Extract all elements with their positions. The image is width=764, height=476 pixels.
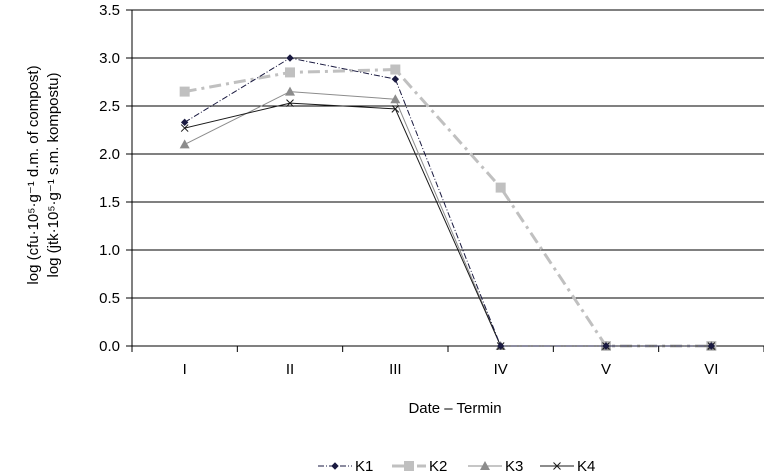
y-tick-label: 0.0 [99,338,120,355]
series-line [184,68,712,348]
series-K3 [179,86,717,350]
data-point [707,342,716,350]
legend-label: K4 [577,458,595,475]
y-tick-label: 2.0 [99,146,120,163]
data-point [180,118,189,127]
data-point [404,461,414,471]
data-point-stroke [180,124,189,132]
axes [126,9,764,352]
x-axis-title: Date – Termin [408,400,501,417]
data-point [285,86,295,96]
data-point [390,64,401,75]
series-K1 [180,54,716,350]
y-tick-label: 0.5 [99,290,120,307]
data-point [553,462,561,470]
legend-item-K1: K1 [318,458,373,475]
series-K2 [179,64,717,351]
x-tick-label: II [286,361,294,378]
series-group [179,54,717,351]
y-axis-title-line2: log (jtk·10⁵·g⁻¹ s.m. kompostu) [45,72,62,277]
y-tick-label: 1.5 [99,194,120,211]
data-point [286,99,294,107]
data-point [602,342,610,350]
data-point [496,342,505,350]
legend-item-K3: K3 [468,458,523,475]
y-tick-label: 1.0 [99,242,120,259]
data-point [391,75,400,83]
data-point [179,139,190,149]
legend-label: K2 [429,458,447,475]
x-tick-labels: I II III IV V VI [183,361,719,378]
data-point [180,124,189,132]
data-point [495,182,506,193]
data-point-stroke [391,105,400,113]
legend: K1 K2 K3 K4 [318,458,595,475]
x-tick-label: IV [494,361,508,378]
series-line [184,57,712,347]
data-point [286,54,294,62]
x-tick-label: I [183,361,187,378]
data-point [179,86,190,97]
legend-label: K3 [505,458,523,475]
x-tick-label: V [601,361,611,378]
legend-item-K2: K2 [392,458,447,475]
data-point-stroke [553,462,561,470]
y-tick-label: 3.5 [99,2,120,19]
data-point [285,67,295,78]
x-tick-label: III [389,361,402,378]
data-point [480,461,490,470]
legend-item-K4: K4 [540,458,595,475]
legend-label: K1 [355,458,373,475]
data-point [331,462,339,470]
y-axis-title-line1: log (cfu·10⁵·g⁻¹ d.m. of compost) [25,65,42,284]
x-tick-label: VI [704,361,718,378]
series-line [184,102,712,347]
y-axis-title: log (cfu·10⁵·g⁻¹ d.m. of compost) log (j… [25,65,62,284]
gridlines [132,9,764,347]
data-point-stroke [286,99,294,107]
y-tick-labels: 0.0 0.5 1.0 1.5 2.0 2.5 3.0 3.5 [99,2,120,355]
series-K4 [180,99,716,350]
data-point [390,94,401,104]
y-tick-label: 3.0 [99,50,120,67]
y-tick-label: 2.5 [99,98,120,115]
data-point [391,105,400,113]
